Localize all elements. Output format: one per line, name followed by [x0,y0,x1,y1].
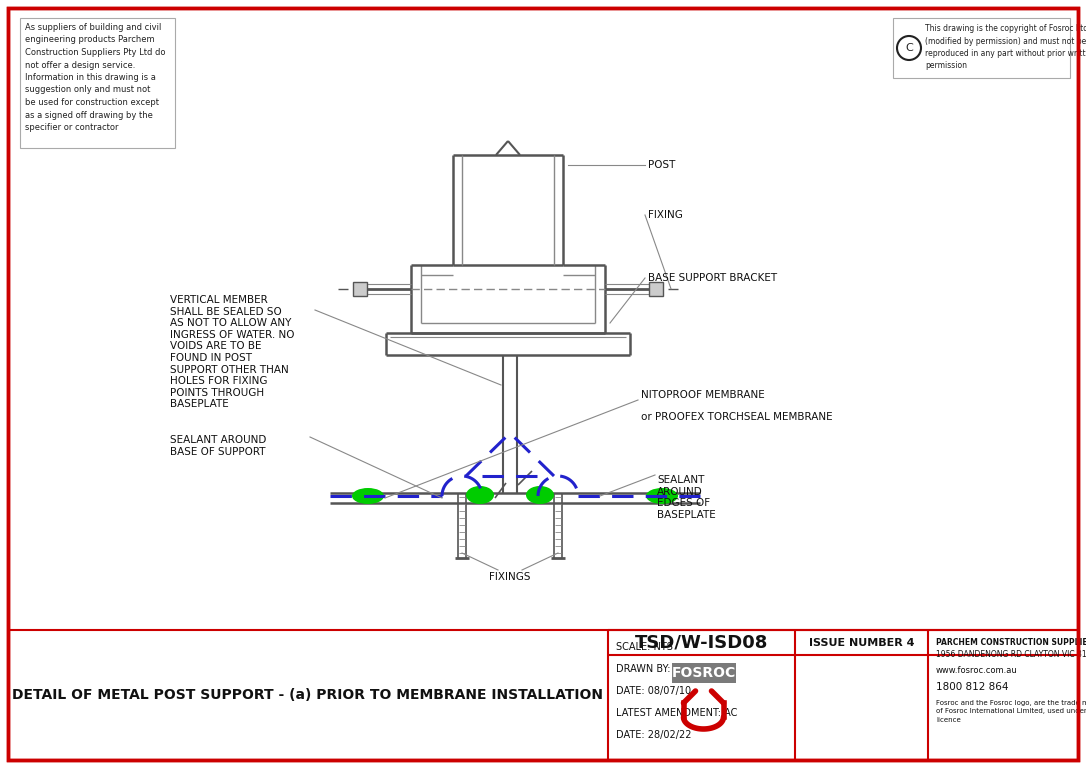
Text: FIXINGS: FIXINGS [490,572,531,582]
Text: DATE: 08/07/10: DATE: 08/07/10 [616,686,691,696]
Text: POST: POST [648,160,675,170]
FancyBboxPatch shape [671,663,735,683]
Text: SEALANT AROUND
BASE OF SUPPORT: SEALANT AROUND BASE OF SUPPORT [171,435,266,457]
Polygon shape [649,282,662,296]
Text: Fosroc and the Fosroc logo, are the trade marks
of Fosroc International Limited,: Fosroc and the Fosroc logo, are the trad… [936,700,1086,723]
Text: VERTICAL MEMBER
SHALL BE SEALED SO
AS NOT TO ALLOW ANY
INGRESS OF WATER. NO
VOID: VERTICAL MEMBER SHALL BE SEALED SO AS NO… [171,295,294,409]
Text: TSD/W-ISD08: TSD/W-ISD08 [635,634,768,651]
Text: LATEST AMENDMENT: AC: LATEST AMENDMENT: AC [616,708,737,718]
Text: PARCHEM CONSTRUCTION SUPPLIES: PARCHEM CONSTRUCTION SUPPLIES [936,638,1086,647]
Text: C: C [905,43,913,53]
Ellipse shape [466,486,494,504]
Text: www.fosroc.com.au: www.fosroc.com.au [936,666,1018,675]
Text: 1800 812 864: 1800 812 864 [936,682,1009,692]
Text: NITOPROOF MEMBRANE: NITOPROOF MEMBRANE [641,390,765,400]
Text: ISSUE NUMBER 4: ISSUE NUMBER 4 [809,637,914,647]
Ellipse shape [526,486,554,504]
Text: FIXING: FIXING [648,210,683,220]
Ellipse shape [352,488,384,504]
Text: DRAWN BY: EC: DRAWN BY: EC [616,664,686,674]
Text: or PROOFEX TORCHSEAL MEMBRANE: or PROOFEX TORCHSEAL MEMBRANE [641,412,833,422]
Polygon shape [20,18,175,148]
Text: DATE: 28/02/22: DATE: 28/02/22 [616,730,692,740]
Text: As suppliers of building and civil
engineering products Parchem
Construction Sup: As suppliers of building and civil engin… [25,23,165,132]
Polygon shape [893,18,1070,78]
Text: FOSROC: FOSROC [671,666,735,680]
Polygon shape [353,282,367,296]
Text: SEALANT
AROUND
EDGES OF
BASEPLATE: SEALANT AROUND EDGES OF BASEPLATE [657,475,716,520]
Text: 1956 DANDENONG RD CLAYTON VIC 3168: 1956 DANDENONG RD CLAYTON VIC 3168 [936,650,1086,659]
Text: DETAIL OF METAL POST SUPPORT - (a) PRIOR TO MEMBRANE INSTALLATION: DETAIL OF METAL POST SUPPORT - (a) PRIOR… [13,688,604,702]
Text: BASE SUPPORT BRACKET: BASE SUPPORT BRACKET [648,273,778,283]
Ellipse shape [646,488,678,504]
Text: SCALE: NTS: SCALE: NTS [616,642,673,652]
Text: This drawing is the copyright of Fosroc Ltd
(modified by permission) and must no: This drawing is the copyright of Fosroc … [925,24,1086,71]
